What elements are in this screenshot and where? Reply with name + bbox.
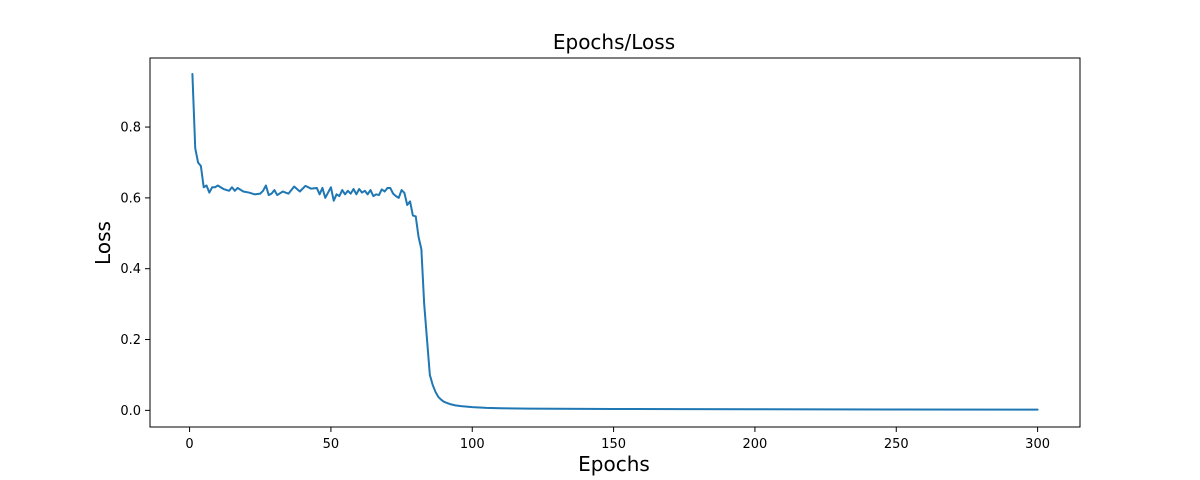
x-axis-ticks: 0 50 100 150 200 250 300 <box>185 427 1050 452</box>
y-tick-label: 0.8 <box>120 121 141 136</box>
x-tick-label: 250 <box>884 437 909 452</box>
plot-area-frame <box>149 57 1081 428</box>
x-tick-label: 100 <box>460 437 485 452</box>
x-tick-label: 200 <box>743 437 768 452</box>
x-tick-label: 50 <box>323 437 340 452</box>
chart-title: Epochs/Loss <box>553 30 675 54</box>
loss-series-line <box>191 72 1039 411</box>
y-tick-label: 0.4 <box>120 262 141 277</box>
x-axis-label: Epochs <box>578 452 650 476</box>
y-tick-label: 0.6 <box>120 191 141 206</box>
x-tick-label: 300 <box>1025 437 1050 452</box>
y-tick-label: 0.0 <box>120 404 141 419</box>
y-axis-label: Loss <box>91 221 115 265</box>
x-tick-label: 0 <box>185 437 193 452</box>
y-axis-ticks: 0.0 0.2 0.4 0.6 0.8 <box>120 121 150 419</box>
x-tick-label: 150 <box>601 437 626 452</box>
y-tick-label: 0.2 <box>120 333 141 348</box>
